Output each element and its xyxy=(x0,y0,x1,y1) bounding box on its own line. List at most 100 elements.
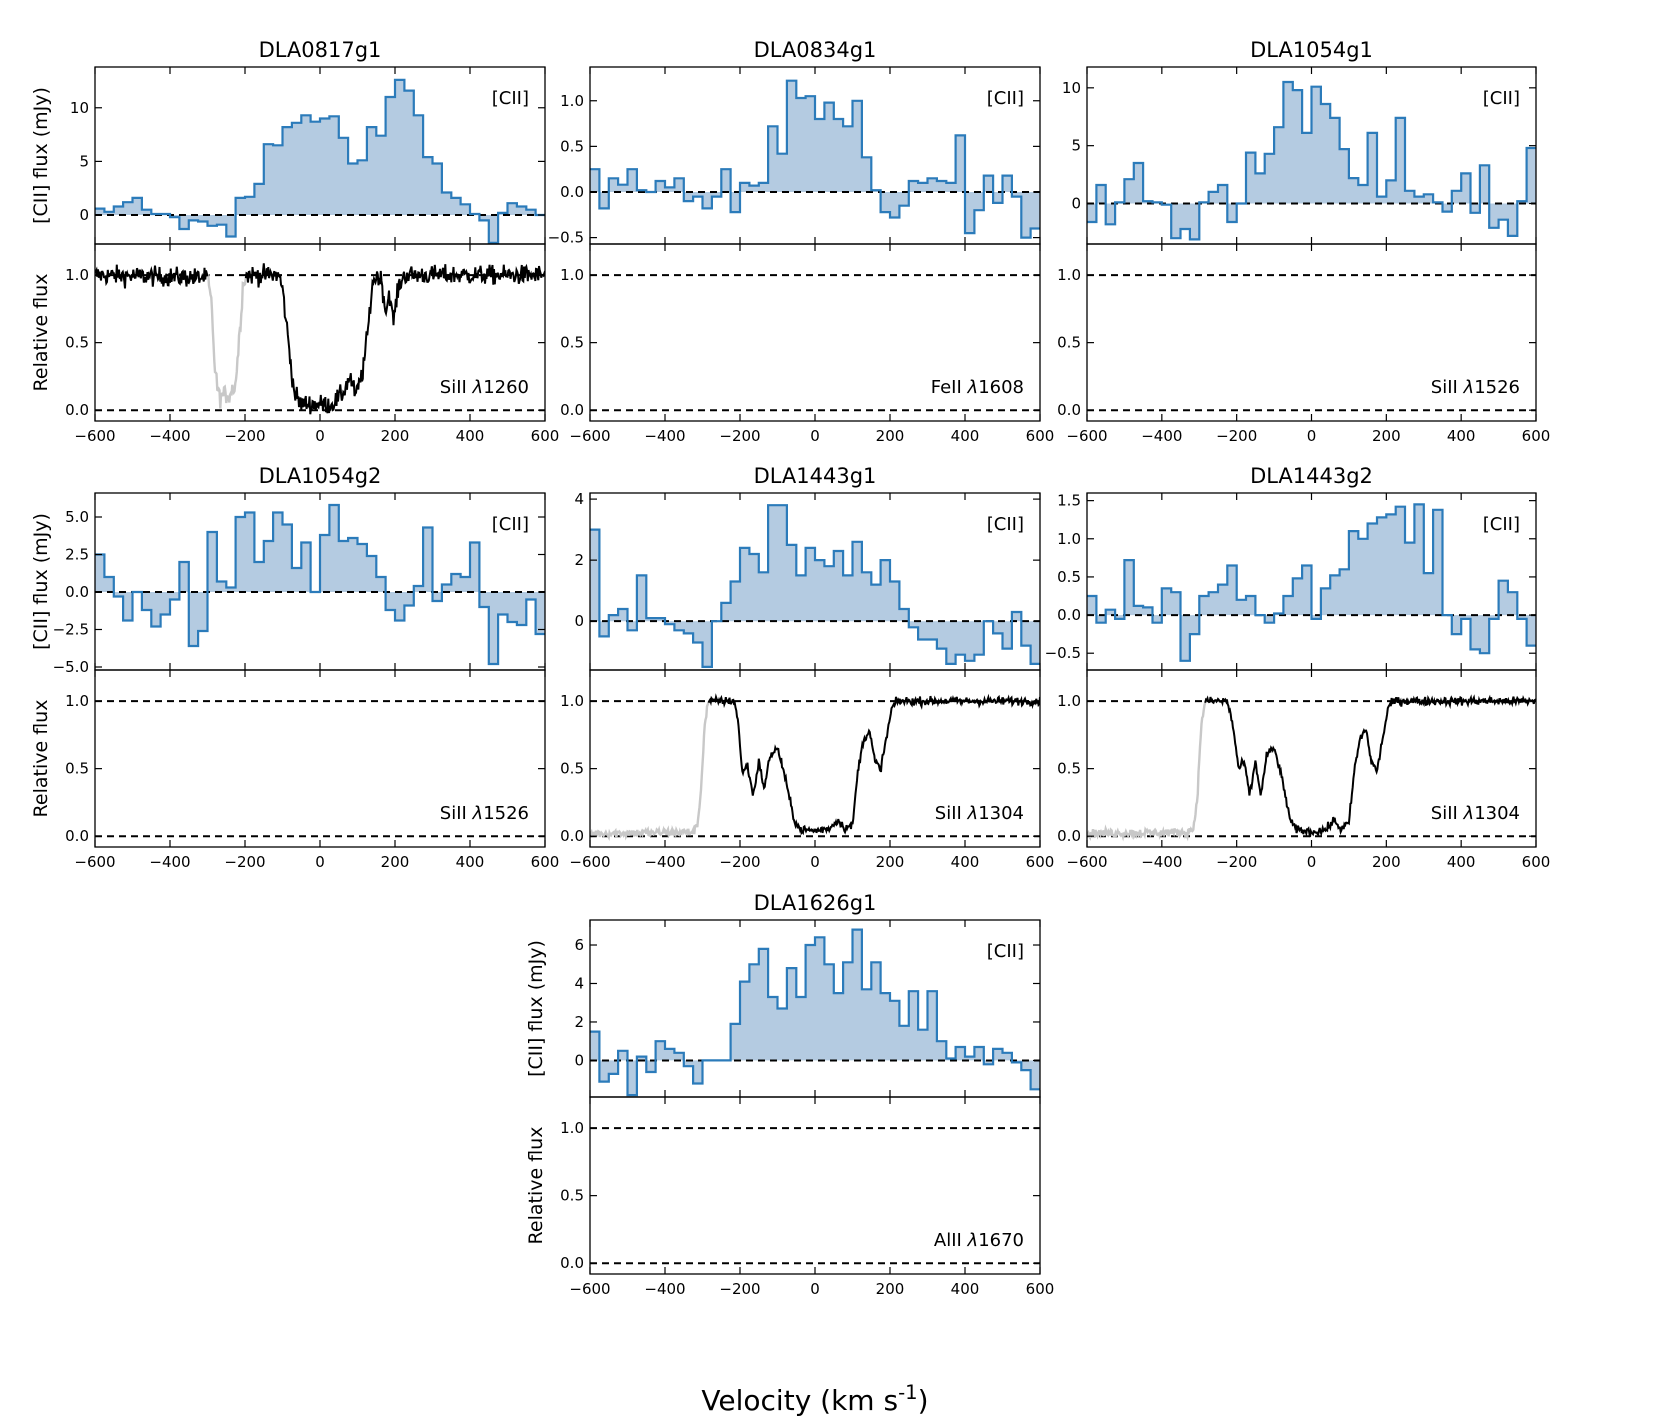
y-tick-label: 1.0 xyxy=(1057,530,1081,548)
x-tick-label: −600 xyxy=(1066,853,1107,871)
panel-dla1626g1: DLA1626g1 −600 −400 −200 0 200 400 600 0 2 4 6 0.0 0.… xyxy=(525,891,1054,1298)
y-tick-label: 0.5 xyxy=(560,760,584,778)
x-tick-label: 200 xyxy=(876,1280,905,1298)
x-tick-label: −200 xyxy=(224,427,265,445)
x-tick-label: 400 xyxy=(951,853,980,871)
panel-dla1054g1: DLA1054g1 −600 −400 −200 0 200 400 600 0 5 10 0.0 0.… xyxy=(1057,38,1550,445)
y-tick-label: 2 xyxy=(574,1013,584,1031)
lambda: λ xyxy=(472,803,484,824)
x-tick-label: 200 xyxy=(381,427,410,445)
y-tick-label: −5.0 xyxy=(53,658,89,676)
cii-spectrum xyxy=(590,928,1040,1097)
panel-title: DLA1054g1 xyxy=(1250,38,1373,62)
x-tick-label: 600 xyxy=(1026,427,1055,445)
panel-dla1443g2: DLA1443g2 −600 −400 −200 0 200 400 600 −0.5 0.0 0.… xyxy=(1045,464,1551,871)
x-tick-label: −200 xyxy=(719,427,760,445)
y-tick-label: 0.0 xyxy=(1057,401,1081,419)
y-tick-label: 1.0 xyxy=(560,92,584,110)
cii-step-line xyxy=(95,503,545,666)
lambda: λ xyxy=(967,1230,979,1251)
cii-label: [CII] xyxy=(1483,88,1520,109)
x-tick-label: −200 xyxy=(224,853,265,871)
x-tick-label: −600 xyxy=(74,427,115,445)
y-tick-label: 6 xyxy=(574,936,584,954)
text-part: 1608 xyxy=(978,377,1024,398)
y-tick-label: −2.5 xyxy=(53,621,89,639)
cii-spectrum xyxy=(1087,503,1536,662)
y-tick-label: 0.5 xyxy=(1057,334,1081,352)
x-tick-label: 200 xyxy=(1372,853,1401,871)
x-tick-label: −600 xyxy=(569,853,610,871)
text-part: SiII xyxy=(440,803,473,824)
text-part: ) xyxy=(918,1384,929,1417)
top-ylabel: [CII] flux (mJy) xyxy=(30,513,52,650)
cii-label: [CII] xyxy=(492,514,529,535)
panel-dla1054g2: DLA1054g2 −600 −400 −200 0 200 400 600 −5.0 −2.5 0… xyxy=(30,464,559,871)
text-part: Velocity (km s xyxy=(701,1384,898,1417)
y-tick-label: 0.0 xyxy=(1057,606,1081,624)
lambda: λ xyxy=(1463,803,1475,824)
y-tick-label: 1.5 xyxy=(1057,492,1081,510)
y-tick-label: 1.0 xyxy=(65,266,89,284)
y-tick-label: 0.5 xyxy=(65,760,89,778)
x-tick-label: 0 xyxy=(810,853,820,871)
x-tick-label: 0 xyxy=(315,427,325,445)
transition-label: FeII λ1608 xyxy=(931,377,1024,398)
cii-label: [CII] xyxy=(987,88,1024,109)
x-tick-label: −600 xyxy=(569,1280,610,1298)
x-tick-label: 600 xyxy=(531,853,560,871)
y-tick-label: 0.5 xyxy=(560,137,584,155)
x-tick-label: 0 xyxy=(1307,853,1317,871)
flux-line xyxy=(707,693,1040,836)
x-tick-label: 600 xyxy=(1026,1280,1055,1298)
lambda: λ xyxy=(967,803,979,824)
text-part: SiII xyxy=(440,377,473,398)
flux-line xyxy=(1204,694,1536,838)
y-tick-label: 5 xyxy=(79,152,89,170)
x-tick-label: 400 xyxy=(1447,427,1476,445)
x-tick-label: 200 xyxy=(381,853,410,871)
cii-label: [CII] xyxy=(987,941,1024,962)
y-tick-label: 2 xyxy=(574,551,584,569)
y-tick-label: 0.0 xyxy=(65,827,89,845)
cii-fill xyxy=(1087,82,1536,240)
y-tick-label: 0.0 xyxy=(560,1254,584,1272)
x-tick-label: 0 xyxy=(315,853,325,871)
cii-step-line xyxy=(590,79,1040,239)
text-part: AlII xyxy=(934,1230,968,1251)
y-tick-label: 0.0 xyxy=(560,827,584,845)
y-tick-label: −0.5 xyxy=(1045,644,1081,662)
x-tick-label: −400 xyxy=(644,1280,685,1298)
panel-title: DLA0817g1 xyxy=(259,38,382,62)
text-part: 1526 xyxy=(483,803,529,824)
transition-label: SiII λ1260 xyxy=(440,377,529,398)
x-tick-label: 0 xyxy=(810,427,820,445)
text-part: 1260 xyxy=(483,377,529,398)
lambda: λ xyxy=(967,377,979,398)
cii-spectrum xyxy=(590,79,1040,239)
x-tick-label: −200 xyxy=(719,1280,760,1298)
y-tick-label: 0.5 xyxy=(65,334,89,352)
x-tick-label: −400 xyxy=(1141,853,1182,871)
x-tick-label: −200 xyxy=(1216,853,1257,871)
y-tick-label: 4 xyxy=(574,490,584,508)
cii-label: [CII] xyxy=(1483,514,1520,535)
x-tick-label: 600 xyxy=(1522,427,1551,445)
transition-label: AlII λ1670 xyxy=(934,1230,1024,1251)
flux-line xyxy=(95,263,545,415)
y-tick-label: 1.0 xyxy=(560,1119,584,1137)
x-tick-label: 200 xyxy=(1372,427,1401,445)
x-tick-label: 200 xyxy=(876,427,905,445)
top-ylabel: [CII] flux (mJy) xyxy=(525,940,547,1077)
cii-step-line xyxy=(1087,80,1536,241)
x-tick-label: −400 xyxy=(644,427,685,445)
blended-flux-line xyxy=(1087,702,1207,842)
x-tick-label: 200 xyxy=(876,853,905,871)
y-tick-label: 0.0 xyxy=(560,183,584,201)
cii-fill xyxy=(590,929,1040,1096)
text-part: SiII xyxy=(1431,377,1464,398)
panel-title: DLA1626g1 xyxy=(754,891,877,915)
x-tick-label: −600 xyxy=(569,427,610,445)
y-tick-label: 0 xyxy=(1071,195,1081,213)
